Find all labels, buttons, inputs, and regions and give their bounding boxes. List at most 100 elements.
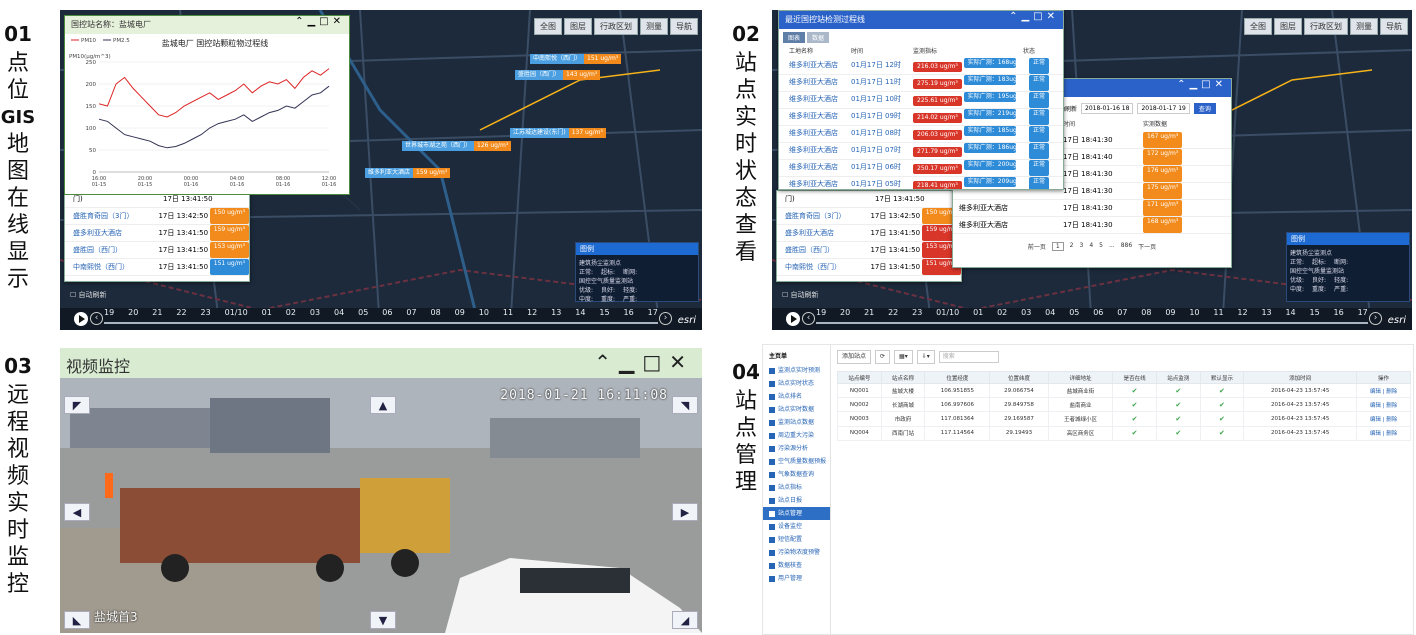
query-row[interactable]: 维多利亚大酒店 17日 18:41:30 168 ug/m³ [953,217,1231,234]
timeline-track[interactable] [104,322,658,324]
column-header[interactable]: 位置经度 [924,371,991,384]
pager-next[interactable]: 下一页 [1138,244,1157,251]
toolbar-district[interactable]: 行政区划 [1304,18,1348,35]
ptz-down-right-icon[interactable]: ◢ [672,611,698,629]
table-row[interactable]: NQ004 西南门站 117.114564 29.19493 高区商务区 ✔ ✔ ✔ 2016-… [837,425,1411,441]
toolbar-measure[interactable]: 测量 [1350,18,1378,35]
sidebar-item[interactable]: 站点实时数据 [763,403,830,416]
table-cell[interactable]: 编辑 | 删除 [1356,382,1411,399]
export-button[interactable]: ⇩▾ [916,350,935,364]
play-icon[interactable] [74,312,88,326]
sidebar-item[interactable]: 污染源分析 [763,442,830,455]
toolbar-layers[interactable]: 图层 [1274,18,1302,35]
search-input[interactable]: 搜索 [938,351,999,363]
table-cell[interactable]: 编辑 | 删除 [1356,397,1411,413]
station-status-map[interactable]: 全图 图层 行政区划 测量 导航 门) 17日 13:41:50 盛胜育奇园（3门… [772,10,1412,330]
time-slider[interactable]: ‹ 19 20 21 22 23 01/10 01 02 03 04 05 06 07 08 09 10 11 1… [60,308,702,330]
gis-map-panel[interactable]: 全图 图层 行政区划 测量 导航 中南熙悦（西门） 151 ug/m³ 盛胜园（西… [60,10,702,330]
process-row[interactable]: 维多利亚大酒店 01月17日 05时 218.41 ug/m³实际广测：209ug/… [779,177,1063,189]
column-header[interactable]: 站点监测 [1155,371,1201,384]
list-row[interactable]: 盛胜园（西门） 17日 13:41:50 153 ug/m³ [65,242,249,259]
toolbar-nav[interactable]: 导航 [1380,18,1408,35]
sidebar-item[interactable]: 监测点实时预测 [763,364,830,377]
sidebar-item[interactable]: 用户管理 [763,572,830,585]
process-row[interactable]: 维多利亚大酒店 01月17日 10时 225.61 ug/m³实际广测：195ug/… [779,92,1063,109]
ptz-right-icon[interactable]: ▶ [672,503,698,521]
sidebar-item[interactable]: 数据核查 [763,559,830,572]
sidebar-item[interactable]: 站点日报 [763,494,830,507]
ptz-up-left-icon[interactable]: ◤ [64,396,90,414]
ptz-up-icon[interactable]: ▲ [370,396,396,414]
process-row[interactable]: 维多利亚大酒店 01月17日 11时 275.19 ug/m³实际广测：183ug/… [779,75,1063,92]
query-row[interactable]: 17日 18:41:30 175 ug/m³ [953,183,1231,200]
add-station-button[interactable]: 添加站点 [837,350,872,364]
query-row[interactable]: 17日 18:41:40 172 ug/m³ [953,149,1231,166]
tab-chart[interactable]: 图表 [783,32,806,43]
process-row[interactable]: 维多利亚大酒店 01月17日 07时 271.79 ug/m³实际广测：186ug/… [779,143,1063,160]
list-row[interactable]: 盛胜园（西门） 17日 13:41:50 153 ug/m³ [777,242,961,259]
sidebar-item[interactable]: 短信配置 [763,533,830,546]
map-station-tag[interactable]: 世界城市湖之苑（西门） 126 ug/m³ [402,141,512,151]
window-controls[interactable]: ⌃▁□✕ [295,16,345,27]
pager-page[interactable]: 4 [1089,242,1094,249]
row-actions[interactable]: 编辑 | 删除 [1369,388,1398,395]
sidebar-item[interactable]: 气象数据查询 [763,468,830,481]
sidebar-item[interactable]: 监测站点数据 [763,416,830,429]
tab-data[interactable]: 数据 [807,32,830,43]
video-feed[interactable]: 2018-01-21 16:11:08 盐城首3 ◤ ▲ ◥ ◀ ▶ ◣ ▼ ◢ [60,378,702,633]
list-row[interactable]: 盛胜育奇园（3门） 17日 13:42:50 150 ug/m³ [65,208,249,225]
process-row[interactable]: 维多利亚大酒店 01月17日 08时 206.03 ug/m³实际广测：185ug/… [779,126,1063,143]
table-row[interactable]: NQ001 盐城大楼 106.951855 29.066754 盐城商业街 ✔ ✔ ✔ 2016… [837,382,1411,399]
toolbar-fullmap[interactable]: 全图 [534,18,562,35]
column-header[interactable]: 位置纬度 [989,371,1049,384]
list-row[interactable]: 盛多利亚大酒店 17日 13:41:50 159 ug/m³ [777,225,961,242]
pager-page[interactable]: 5 [1099,242,1103,249]
row-actions[interactable]: 编辑 | 删除 [1369,431,1398,438]
sidebar-item[interactable]: 污染物浓度预警 [763,546,830,559]
timeline-track[interactable] [816,322,1368,324]
table-row[interactable]: NQ003 市政府 117.081364 29.169587 王者城绿小区 ✔ ✔ ✔ 2016… [837,411,1411,427]
auto-refresh-checkbox[interactable]: ☐ 自动刷新 [782,291,819,299]
toolbar-layers[interactable]: 图层 [564,18,592,35]
play-icon[interactable] [786,312,800,326]
window-controls[interactable]: ⌃▁□✕ [1009,11,1059,22]
row-actions[interactable]: 编辑 | 删除 [1369,416,1398,423]
date-from-input[interactable]: 2018-01-16 18 [1081,103,1134,114]
query-row[interactable]: 17日 18:41:30 167 ug/m³ [953,132,1231,149]
column-header[interactable]: 详细地址 [1047,371,1114,384]
column-header[interactable]: 站点编号 [837,371,882,384]
column-header[interactable]: 是否在线 [1112,371,1157,384]
process-row[interactable]: 维多利亚大酒店 01月17日 09时 214.02 ug/m³实际广测：219ug/… [779,109,1063,126]
process-row[interactable]: 维多利亚大酒店 01月17日 12时 216.03 ug/m³实际广测：168ug/… [779,58,1063,75]
map-station-tag[interactable]: 维多利亚大酒店 159 ug/m³ [365,168,451,178]
toolbar-district[interactable]: 行政区划 [594,18,638,35]
date-to-input[interactable]: 2018-01-17 19 [1137,103,1190,114]
table-row[interactable]: NQ002 长湖商城 106.997606 29.849758 盐南商业 ✔ ✔ ✔ 2016-… [837,397,1411,413]
sidebar-item[interactable]: 站点管理 [763,507,830,520]
sidebar-item[interactable]: 空气质量数据预报 [763,455,830,468]
list-row[interactable]: 门) 17日 13:41:50 [65,191,249,208]
list-row[interactable]: 门) 17日 13:41:50 [777,191,961,208]
column-header[interactable]: 添加时间 [1243,371,1358,384]
query-row[interactable]: 17日 18:41:30 176 ug/m³ [953,166,1231,183]
column-header[interactable]: 操作 [1356,371,1411,384]
sidebar-item[interactable]: 站点实时状态 [763,377,830,390]
column-header[interactable]: 默认显示 [1199,371,1245,384]
pager-page[interactable]: 3 [1079,242,1084,249]
toolbar-fullmap[interactable]: 全图 [1244,18,1272,35]
map-station-tag[interactable]: 盛胜园（西门） 143 ug/m³ [515,70,601,80]
sidebar-item[interactable]: 周边重大污染 [763,429,830,442]
toolbar-measure[interactable]: 测量 [640,18,668,35]
row-actions[interactable]: 编辑 | 删除 [1369,402,1398,409]
next-icon[interactable]: › [659,312,672,325]
pager-page[interactable]: 886 [1120,242,1133,249]
prev-icon[interactable]: ‹ [802,312,815,325]
sidebar-item[interactable]: 站点指标 [763,481,830,494]
table-cell[interactable]: 编辑 | 删除 [1356,411,1411,427]
list-row[interactable]: 盛胜育奇园（3门） 17日 13:42:50 150 ug/m³ [777,208,961,225]
ptz-left-icon[interactable]: ◀ [64,503,90,521]
toolbar-nav[interactable]: 导航 [670,18,698,35]
list-row[interactable]: 盛多利亚大酒店 17日 13:41:50 159 ug/m³ [65,225,249,242]
map-station-tag[interactable]: 江苏城达建设(东门) 137 ug/m³ [510,128,606,138]
column-header[interactable]: 站点名称 [880,371,926,384]
